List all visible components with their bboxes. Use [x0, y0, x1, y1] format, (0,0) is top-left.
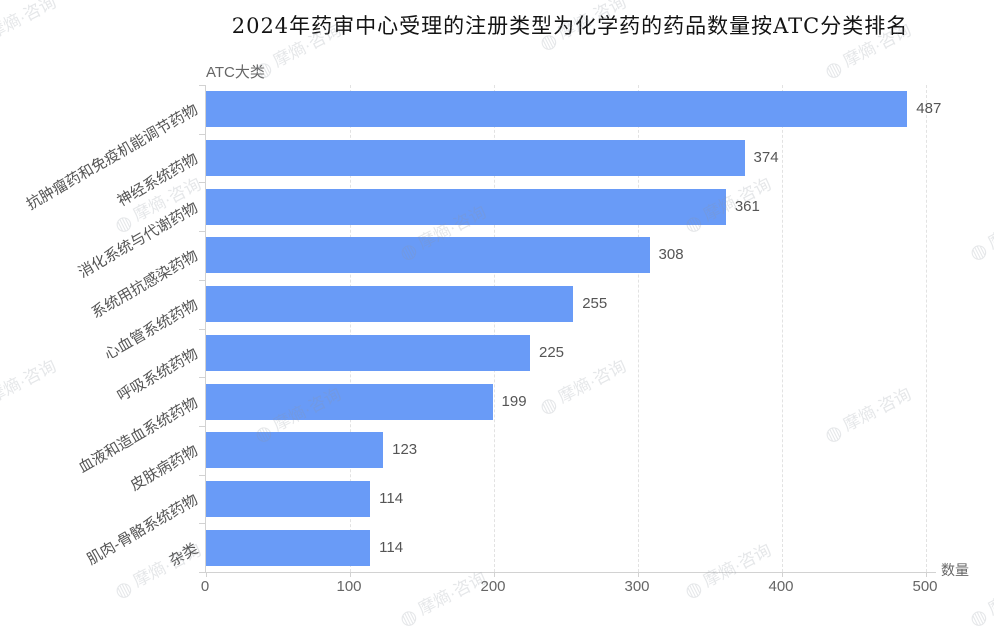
- y-axis-tick: [199, 572, 205, 573]
- watermark-logo: ◍ 摩熵·咨询: [0, 356, 60, 407]
- x-axis-tick: [782, 572, 783, 577]
- bar-value-label: 199: [501, 392, 527, 410]
- bar-value-label: 225: [539, 343, 565, 361]
- watermark-icon: ◍: [396, 604, 421, 632]
- category-label: 抗肿瘤药和免疫机能调节药物: [0, 99, 201, 214]
- bar: [206, 140, 745, 177]
- y-axis-title: ATC大类: [206, 64, 265, 81]
- bar: [206, 286, 574, 323]
- watermark-icon: ◍: [966, 604, 991, 632]
- x-tick-label: 500: [912, 578, 938, 595]
- bar: [206, 188, 726, 225]
- plot-area: 487 374 361 308 255 225 199 123 114 114: [199, 85, 941, 577]
- y-axis-tick: [199, 377, 205, 378]
- bar: [206, 480, 371, 517]
- category-label-text: 血液和造血系统药物: [75, 393, 201, 476]
- category-label: 消化系统与代谢药物: [0, 197, 201, 281]
- category-label-text: 神经系统药物: [114, 150, 201, 210]
- y-axis-tick: [199, 231, 205, 232]
- x-axis-tick: [638, 572, 639, 577]
- y-axis-tick: [199, 426, 205, 427]
- bar: [206, 91, 908, 128]
- category-label-text: 抗肿瘤药和免疫机能调节药物: [23, 101, 202, 214]
- bar-value-label: 114: [379, 489, 404, 507]
- category-label-text: 肌肉-骨骼系统药物: [84, 491, 201, 569]
- x-tick-label: 100: [336, 578, 362, 595]
- watermark-icon: ◍: [111, 210, 136, 238]
- y-axis-tick: [199, 85, 205, 86]
- x-tick-label: 400: [768, 578, 794, 595]
- y-axis-tick: [199, 523, 205, 524]
- category-label: 神经系统药物: [0, 148, 201, 210]
- x-tick-label: 0: [200, 578, 210, 595]
- bar-value-label: 308: [658, 246, 684, 264]
- watermark-logo: ◍ 摩熵·咨询: [111, 540, 205, 604]
- x-tick-label: 200: [480, 578, 506, 595]
- watermark-logo: ◍ 摩熵·咨询: [0, 0, 60, 43]
- watermark-icon: ◍: [681, 576, 706, 604]
- category-label-text: 皮肤病药物: [127, 442, 201, 495]
- category-label: 血液和造血系统药物: [0, 392, 201, 476]
- x-axis-tick: [926, 572, 927, 577]
- bar-value-label: 487: [916, 100, 942, 118]
- watermark-logo: ◍ 摩熵·咨询: [396, 568, 490, 632]
- bar: [206, 334, 530, 371]
- watermark-icon: ◍: [111, 576, 136, 604]
- gridline: [782, 85, 783, 572]
- y-axis-tick: [199, 134, 205, 135]
- category-label: 皮肤病药物: [0, 440, 201, 494]
- y-axis-tick: [199, 329, 205, 330]
- bar: [206, 432, 384, 469]
- y-axis-tick: [199, 475, 205, 476]
- category-label: 呼吸系统药物: [0, 343, 201, 405]
- chart-title: 2024年药审中心受理的注册类型为化学药的药品数量按ATC分类排名: [231, 14, 909, 38]
- watermark-logo: ◍ 摩熵·咨询: [966, 202, 994, 266]
- category-label-text: 消化系统与代谢药物: [75, 198, 201, 282]
- bar: [206, 529, 371, 566]
- category-label-text: 心血管系统药物: [101, 296, 201, 364]
- category-label: 肌肉-骨骼系统药物: [0, 489, 201, 568]
- x-axis-tick: [206, 572, 207, 577]
- bar-value-label: 361: [734, 197, 760, 215]
- watermark-icon: ◍: [966, 238, 991, 266]
- gridline: [494, 85, 495, 572]
- watermark-logo: ◍ 摩熵·咨询: [111, 174, 205, 238]
- category-label-text: 杂类: [166, 539, 201, 570]
- category-label: 杂类: [0, 538, 201, 570]
- watermark-icon: ◍: [821, 56, 846, 84]
- y-axis-tick: [199, 182, 205, 183]
- category-label: 心血管系统药物: [0, 294, 201, 363]
- bar: [206, 237, 650, 274]
- x-axis-tick: [494, 572, 495, 577]
- x-axis-title: 数量: [941, 562, 969, 578]
- gridline: [638, 85, 639, 572]
- bar-value-label: 374: [753, 149, 779, 167]
- y-axis-tick: [199, 280, 205, 281]
- category-label: 系统用抗感染药物: [0, 245, 201, 323]
- gridline: [926, 85, 927, 572]
- x-axis-tick: [350, 572, 351, 577]
- gridline: [350, 85, 351, 572]
- bar-value-label: 255: [582, 295, 608, 313]
- bar-value-label: 123: [392, 441, 418, 459]
- category-label-text: 呼吸系统药物: [114, 345, 201, 405]
- bar: [206, 383, 493, 420]
- x-tick-label: 300: [624, 578, 650, 595]
- bar-value-label: 114: [379, 538, 404, 556]
- category-label-text: 系统用抗感染药物: [88, 247, 201, 323]
